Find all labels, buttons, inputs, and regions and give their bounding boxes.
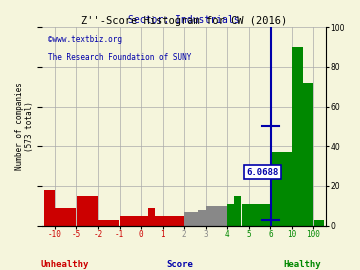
Bar [314,220,324,226]
Bar [213,206,220,226]
Text: Unhealthy: Unhealthy [41,260,89,269]
Bar [206,206,213,226]
Bar [271,152,292,226]
Text: Healthy: Healthy [284,260,321,269]
Bar [148,208,155,226]
Bar [163,216,170,226]
Bar [62,208,69,226]
Text: The Research Foundation of SUNY: The Research Foundation of SUNY [48,53,191,62]
Bar [69,208,76,226]
Bar [227,204,234,226]
Bar [77,196,84,226]
Bar [141,216,148,226]
Bar [177,216,184,226]
Bar [84,196,91,226]
Bar [192,212,198,226]
Bar [91,196,98,226]
Bar [256,204,263,226]
Text: Sector: Industrials: Sector: Industrials [129,15,240,25]
Bar [98,220,120,226]
Text: 6.0688: 6.0688 [246,167,278,177]
Bar [55,208,62,226]
Bar [198,210,206,226]
Text: ©www.textbiz.org: ©www.textbiz.org [48,35,122,44]
Bar [292,47,302,226]
Bar [303,83,313,226]
Bar [234,196,242,226]
Bar [220,206,227,226]
Bar [249,204,256,226]
Bar [156,216,163,226]
Title: Z''-Score Histogram for CW (2016): Z''-Score Histogram for CW (2016) [81,16,287,26]
Bar [170,216,177,226]
Bar [44,190,55,226]
Text: Score: Score [167,260,193,269]
Bar [130,216,141,226]
Bar [242,204,249,226]
Bar [184,212,191,226]
Y-axis label: Number of companies
(573 total): Number of companies (573 total) [15,82,35,170]
Bar [263,204,270,226]
Bar [120,216,130,226]
